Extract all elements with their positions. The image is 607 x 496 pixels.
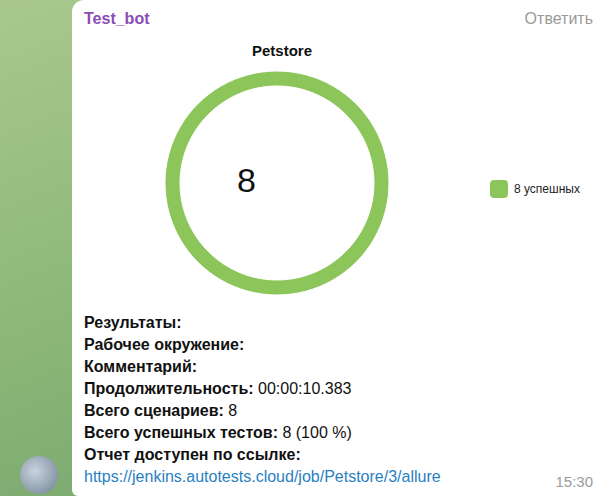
html-text:Test_bot: Test_bot [84, 10, 150, 27]
svg-text:8 успешных: 8 успешных [514, 182, 580, 196]
html-text:Всего успешных тестов: 8 (100: Всего успешных тестов: 8 (100 %) [84, 424, 352, 441]
html-text:Рабочее окружение:: Рабочее окружение: [84, 336, 245, 353]
html-text:Всего сценариев: 8: Всего сценариев: 8 [84, 402, 238, 419]
html-text:https://jenkins.autotests.clou: https://jenkins.autotests.cloud/job/Pets… [84, 468, 441, 485]
html-text:Ответить: Ответить [524, 10, 593, 27]
html-text:Продолжительность: 00:00:10.38: Продолжительность: 00:00:10.383 [84, 380, 352, 397]
svg-text:8: 8 [237, 161, 256, 199]
html-text:Результаты:: Результаты: [84, 314, 182, 331]
svg-text:Petstore: Petstore [252, 42, 312, 59]
html-text:Комментарий:: Комментарий: [84, 358, 198, 375]
html-text:Отчет доступен по ссылке:: Отчет доступен по ссылке: [84, 446, 301, 463]
html-text:15:30: 15:30 [555, 473, 593, 490]
